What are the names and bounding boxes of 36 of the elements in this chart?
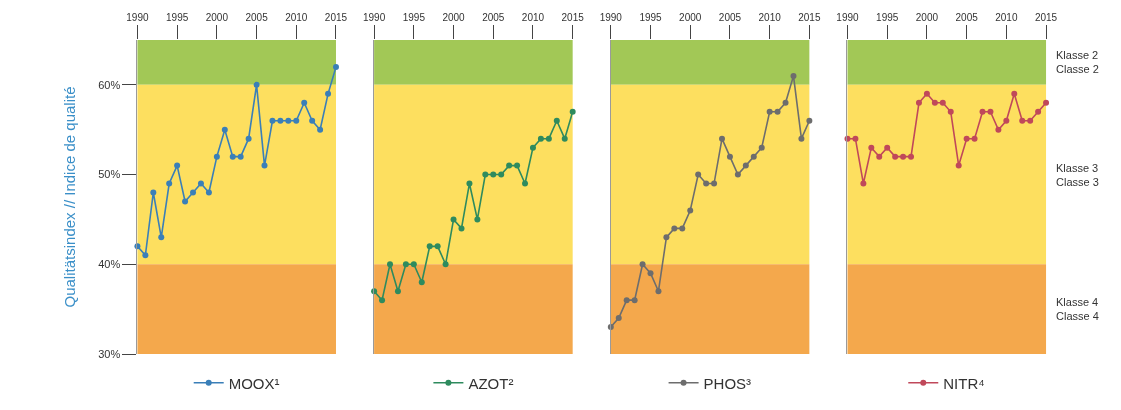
x-tick-label: 1990 (362, 12, 386, 23)
y-tick-label: 50% (98, 168, 121, 181)
x-tick-label: 2000 (205, 12, 229, 23)
band-label: Klasse 3 Classe 3 (1056, 162, 1099, 189)
x-tick-label: 1990 (836, 12, 860, 23)
x-tick-label: 1995 (639, 12, 663, 23)
x-tick-label: 1995 (876, 12, 899, 23)
y-axis-title: Qualitätsindex // Indice de qualité (61, 86, 79, 308)
legend-label: PHOS³ (703, 374, 752, 392)
x-tick-label: 2005 (245, 12, 269, 23)
x-tick-label: 2000 (442, 12, 466, 23)
x-tick-label: 2015 (1034, 12, 1058, 23)
x-tick-label: 2000 (679, 12, 702, 23)
y-tick-label: 60% (98, 78, 121, 91)
x-tick-label: 1995 (402, 12, 426, 23)
x-tick-label: 2015 (561, 12, 585, 23)
x-tick-label: 1990 (599, 12, 623, 23)
x-tick-label: 2000 (915, 12, 939, 23)
x-tick-label: 2010 (521, 12, 545, 23)
x-tick-label: 2005 (718, 12, 742, 23)
legend-label: AZOT² (468, 374, 514, 392)
legend-label: MOOX¹ (228, 374, 280, 392)
x-tick-label: 2005 (955, 12, 979, 23)
x-tick-label: 2015 (324, 12, 348, 23)
x-tick-label: 2010 (285, 12, 308, 23)
band-label: Klasse 2 Classe 2 (1056, 49, 1099, 76)
legend-label: NITR⁴ (943, 374, 985, 392)
x-tick-label: 2010 (758, 12, 782, 23)
x-tick-label: 2005 (482, 12, 505, 23)
y-tick-label: 40% (98, 258, 121, 271)
x-tick-label: 2015 (798, 12, 821, 23)
x-tick-label: 1995 (166, 12, 189, 23)
band-label: Klasse 4 Classe 4 (1056, 296, 1099, 323)
y-tick-label: 30% (98, 347, 121, 360)
x-tick-label: 2010 (995, 12, 1018, 23)
x-tick-label: 1990 (126, 12, 149, 23)
